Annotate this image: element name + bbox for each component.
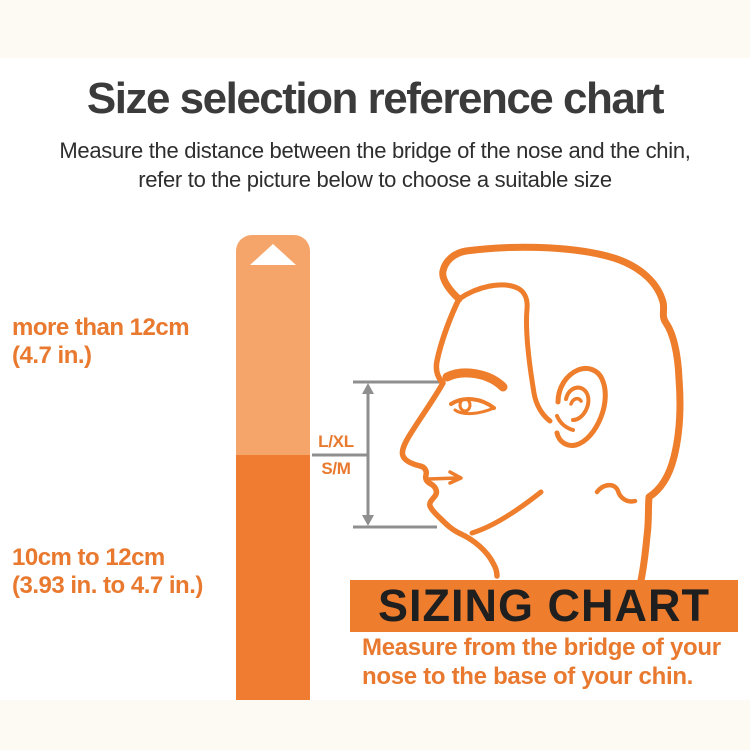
range-label-lxl: more than 12cm (4.7 in.) [12, 314, 190, 370]
mouth-arrow-icon [427, 470, 463, 485]
subtitle-line-1: Measure the distance between the bridge … [59, 138, 691, 163]
face-profile-line [399, 296, 500, 579]
up-triangle-icon [250, 244, 296, 265]
range-sm-cm: 10cm to 12cm [12, 544, 165, 571]
eye-lower-lid [453, 406, 496, 416]
bottom-background-band [0, 700, 750, 750]
ear-lobe-line [555, 414, 575, 432]
top-background-band [0, 0, 750, 58]
threshold-label-sm: S/M [321, 459, 351, 478]
measurement-lines [312, 380, 441, 529]
hairline-inner [456, 282, 553, 424]
eye-upper-lid [449, 397, 496, 410]
sizing-desc-line-2: nose to the base of your chin. [362, 663, 694, 690]
ear-inner-detail [569, 396, 583, 406]
page-subtitle: Measure the distance between the bridge … [0, 136, 750, 194]
size-scale-lower-section [236, 455, 310, 700]
ear-inner-curve [564, 385, 591, 422]
range-lxl-cm: more than 12cm [12, 314, 190, 341]
size-scale-bar [236, 235, 310, 700]
eyebrow-line [442, 368, 508, 392]
bar-label-sm: S/M [14, 548, 60, 578]
page-title: Size selection reference chart [86, 74, 665, 123]
sizing-chart-heading: SIZING CHART [378, 580, 710, 631]
bar-label-lxl: L/XL [9, 330, 65, 360]
hair-outline [439, 243, 684, 589]
jaw-line [469, 489, 544, 536]
eye-iris [458, 397, 472, 413]
sizing-chart-description: Measure from the bridge of your nose to … [362, 633, 721, 691]
ear-outline [554, 365, 608, 448]
range-sm-inches: (3.93 in. to 4.7 in.) [12, 572, 203, 599]
size-scale-upper-section [236, 235, 310, 455]
sizing-chart-banner: SIZING CHART [350, 580, 738, 632]
subtitle-line-2: refer to the picture below to choose a s… [138, 167, 612, 192]
head-outline-group [399, 243, 684, 589]
arrow-up-head-icon [362, 383, 374, 394]
arrow-down-head-icon [362, 515, 374, 526]
neck-hair-line [594, 482, 638, 504]
threshold-label-lxl: L/XL [318, 432, 354, 451]
sizing-desc-line-1: Measure from the bridge of your [362, 634, 721, 661]
range-lxl-inches: (4.7 in.) [12, 342, 92, 369]
range-label-sm: 10cm to 12cm (3.93 in. to 4.7 in.) [12, 544, 203, 600]
